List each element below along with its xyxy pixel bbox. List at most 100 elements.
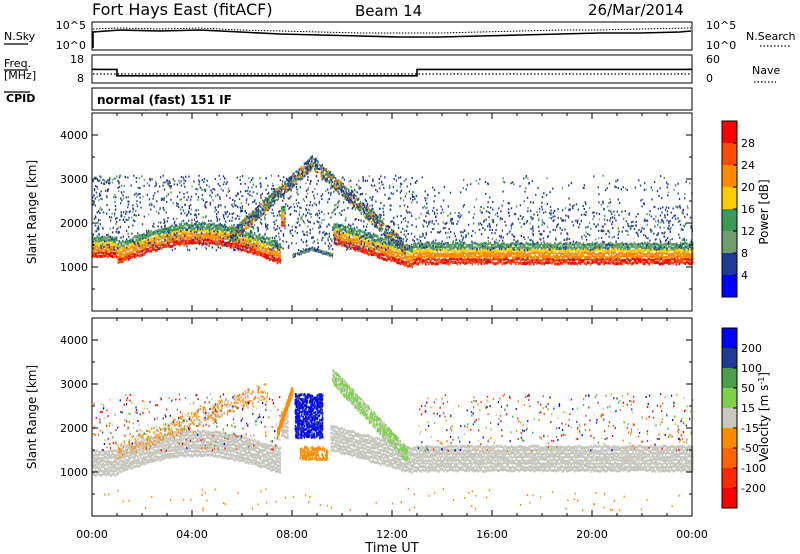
power-cell <box>156 245 159 249</box>
power-cell <box>564 254 567 258</box>
power-cell <box>102 178 104 181</box>
power-cell <box>472 222 475 225</box>
power-cell <box>452 257 454 261</box>
power-cell <box>97 221 99 224</box>
power-cell <box>538 217 540 220</box>
power-cell <box>266 225 268 228</box>
power-cell <box>576 249 579 253</box>
power-cell <box>366 223 368 226</box>
power-cell <box>113 240 115 244</box>
power-cell <box>295 202 298 205</box>
power-cell <box>447 231 449 234</box>
power-cell <box>93 249 96 253</box>
power-cell <box>542 249 544 253</box>
power-heatmap <box>92 155 694 269</box>
power-cell <box>137 248 139 252</box>
power-cell <box>486 250 489 253</box>
power-cell <box>150 245 153 249</box>
power-cell <box>278 254 280 258</box>
power-cell <box>431 209 434 212</box>
power-cell <box>216 236 219 240</box>
power-cell <box>531 245 534 249</box>
power-cell <box>476 256 478 260</box>
power-cell <box>561 255 564 259</box>
power-cell <box>531 260 534 264</box>
power-cell <box>107 234 109 238</box>
power-cell <box>530 252 532 256</box>
power-cell <box>144 241 146 244</box>
power-cell <box>347 245 349 248</box>
freq-label-2: [MHz] <box>4 69 36 82</box>
power-cell <box>584 248 586 251</box>
power-cell <box>231 241 234 245</box>
power-cell <box>547 235 549 237</box>
power-cell <box>115 196 117 199</box>
power-cell <box>127 176 129 179</box>
power-cell <box>273 256 276 260</box>
power-cell <box>324 242 326 245</box>
power-cell <box>227 236 229 239</box>
power-cell <box>226 181 228 184</box>
power-cell <box>277 225 279 228</box>
power-cell <box>555 252 558 256</box>
power-cell <box>225 225 228 229</box>
power-cell <box>96 248 99 252</box>
power-cell <box>339 235 342 239</box>
power-cell <box>489 249 491 252</box>
power-cell <box>460 241 462 244</box>
power-cell <box>683 249 686 252</box>
power-cell <box>615 219 617 222</box>
power-cell <box>201 242 204 246</box>
power-cell <box>194 223 197 226</box>
power-cell <box>638 243 640 247</box>
power-cell <box>428 262 430 266</box>
power-cell <box>456 258 459 261</box>
power-cell <box>646 213 648 216</box>
power-cell <box>120 246 123 250</box>
power-cell <box>344 238 346 242</box>
power-cell <box>163 222 165 224</box>
power-cell <box>653 260 655 264</box>
power-cell <box>389 208 392 211</box>
power-cell <box>213 230 215 233</box>
power-cell <box>633 254 636 258</box>
power-cell <box>371 242 374 245</box>
power-cell <box>449 252 451 256</box>
power-cell <box>284 212 286 215</box>
power-cell <box>162 245 165 249</box>
power-cell <box>108 182 111 185</box>
power-cell <box>313 197 316 200</box>
power-cell <box>489 249 492 253</box>
power-cell <box>555 258 558 262</box>
power-cell <box>280 246 282 249</box>
power-cell <box>285 240 288 243</box>
power-cell <box>198 239 201 243</box>
power-cell <box>410 255 412 259</box>
power-cell <box>438 255 441 259</box>
power-cell <box>242 195 244 198</box>
power-cell <box>381 243 384 247</box>
power-cell <box>625 220 628 223</box>
power-cell <box>639 242 642 246</box>
power-cell <box>513 259 516 263</box>
power-cell <box>659 240 662 243</box>
power-cell <box>263 253 265 257</box>
power-cell <box>489 211 491 214</box>
power-cell <box>541 208 544 211</box>
power-cell <box>431 245 434 247</box>
power-cell <box>199 242 201 245</box>
power-cell <box>627 222 629 225</box>
power-cell <box>452 222 454 225</box>
power-cell <box>687 249 689 251</box>
power-cell <box>569 261 571 265</box>
power-cell <box>182 209 185 212</box>
power-cell <box>357 245 360 249</box>
power-cell <box>653 247 656 250</box>
power-cell <box>339 224 342 227</box>
power-cell <box>622 244 624 247</box>
power-cell <box>109 219 112 222</box>
power-cell <box>429 247 432 251</box>
power-cell <box>404 255 406 258</box>
power-cell <box>426 206 428 209</box>
power-cell <box>557 253 559 257</box>
